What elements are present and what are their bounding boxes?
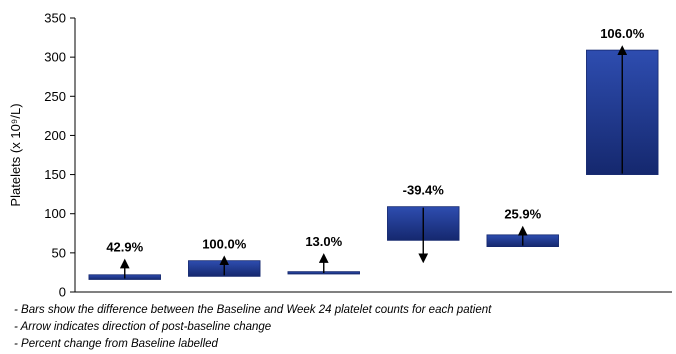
- y-tick-label: 0: [59, 285, 66, 300]
- axes: 0 50 100 150 200 250 300 350: [44, 11, 672, 300]
- footnote: - Percent change from Baseline labelled: [14, 338, 218, 350]
- y-tick-label: 100: [44, 206, 66, 221]
- percent-change-label: 25.9%: [504, 207, 541, 222]
- y-tick-label: 150: [44, 167, 66, 182]
- percent-change-label: 106.0%: [600, 26, 645, 41]
- footnote: - Arrow indicates direction of post-base…: [14, 321, 272, 333]
- footnote: - Bars show the difference between the B…: [14, 304, 492, 316]
- y-tick-label: 300: [44, 50, 66, 65]
- percent-change-label: -39.4%: [403, 183, 445, 198]
- chart-area: Platelets (x 10⁹/L) 0 50 100 150 200 250 300 35…: [8, 11, 672, 300]
- y-tick-label: 200: [44, 128, 66, 143]
- footnotes: - Bars show the difference between the B…: [14, 302, 491, 353]
- percent-change-label: 42.9%: [106, 239, 143, 254]
- y-tick-label: 50: [52, 245, 66, 260]
- y-tick-label: 250: [44, 89, 66, 104]
- percent-change-label: 100.0%: [202, 236, 247, 251]
- y-axis-label: Platelets (x 10⁹/L): [8, 103, 23, 206]
- bars-group: 42.9% 100.0% 13.0% -39.4% 25.9% 106.0%: [88, 26, 659, 280]
- percent-change-label: 13.0%: [305, 234, 342, 249]
- y-tick-label: 350: [44, 11, 66, 26]
